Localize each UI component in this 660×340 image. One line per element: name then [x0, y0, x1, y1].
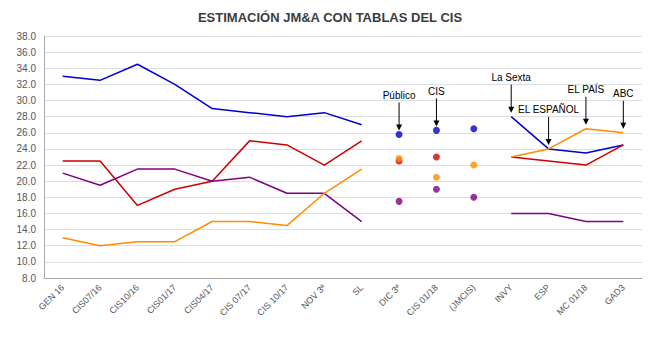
svg-text:38.0: 38.0 — [17, 31, 37, 42]
svg-text:8.0: 8.0 — [22, 273, 36, 284]
svg-text:CIS01/17: CIS01/17 — [145, 282, 179, 316]
svg-text:32.0: 32.0 — [17, 79, 37, 90]
svg-text:La Sexta: La Sexta — [491, 72, 531, 83]
svg-text:30.0: 30.0 — [17, 95, 37, 106]
svg-text:MC 01/18: MC 01/18 — [555, 282, 590, 317]
svg-text:EL PAÍS: EL PAÍS — [568, 83, 605, 95]
svg-text:ESTIMACIÓN JM&A CON TABLAS DEL: ESTIMACIÓN JM&A CON TABLAS DEL CIS — [198, 10, 462, 25]
svg-text:36.0: 36.0 — [17, 47, 37, 58]
svg-text:16.0: 16.0 — [17, 208, 37, 219]
svg-text:(JMCIS): (JMCIS) — [447, 282, 477, 312]
svg-text:Público: Público — [383, 90, 416, 101]
svg-text:ABC: ABC — [613, 88, 634, 99]
svg-text:26.0: 26.0 — [17, 127, 37, 138]
svg-text:12.0: 12.0 — [17, 240, 37, 251]
svg-text:CIS10/16: CIS10/16 — [107, 282, 141, 316]
svg-text:20.0: 20.0 — [17, 176, 37, 187]
svg-text:NOV 3ª: NOV 3ª — [299, 282, 328, 311]
svg-text:CIS 10/17: CIS 10/17 — [255, 282, 290, 317]
svg-text:34.0: 34.0 — [17, 63, 37, 74]
svg-text:10.0: 10.0 — [17, 256, 37, 267]
svg-text:DIC 3ª: DIC 3ª — [377, 282, 403, 308]
svg-text:CIS: CIS — [428, 86, 445, 97]
svg-text:CIS 01/18: CIS 01/18 — [405, 282, 440, 317]
svg-text:GAD3: GAD3 — [602, 282, 626, 306]
svg-text:24.0: 24.0 — [17, 143, 37, 154]
svg-text:14.0: 14.0 — [17, 224, 37, 235]
svg-text:CIS04/17: CIS04/17 — [182, 282, 216, 316]
svg-text:SL: SL — [350, 282, 365, 297]
svg-text:INVY: INVY — [493, 282, 515, 304]
svg-text:EL ESPAÑOL: EL ESPAÑOL — [518, 103, 580, 115]
svg-text:18.0: 18.0 — [17, 192, 37, 203]
svg-text:28.0: 28.0 — [17, 111, 37, 122]
svg-text:ESP: ESP — [532, 282, 552, 302]
svg-text:22.0: 22.0 — [17, 160, 37, 171]
svg-text:GEN 16: GEN 16 — [37, 282, 67, 312]
svg-text:CIS07/16: CIS07/16 — [70, 282, 104, 316]
svg-text:CIS 07/17: CIS 07/17 — [218, 282, 253, 317]
